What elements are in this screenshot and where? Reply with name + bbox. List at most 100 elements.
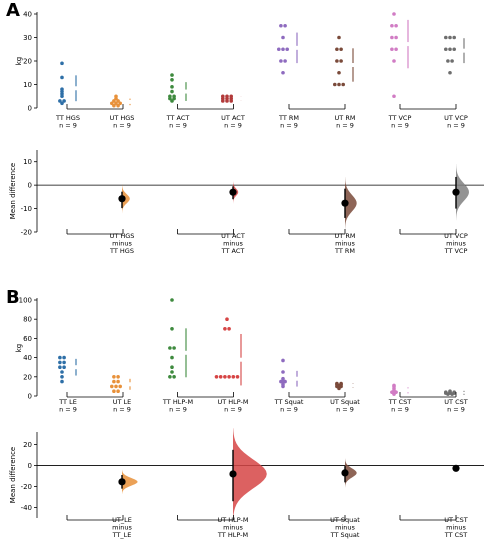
panel-a-swarm-point	[112, 99, 116, 103]
panel-a-swarm-point	[62, 99, 66, 103]
panel-b-swarm-point	[335, 381, 339, 386]
panel-a-swarm-point	[390, 35, 394, 40]
panel-a-swarm-point	[60, 87, 64, 91]
panel-b-contrast-label: minus	[112, 524, 132, 532]
panel-b-group-n: n = 9	[336, 406, 354, 414]
panel-b-mean-difference-point	[452, 464, 460, 472]
panel-b-swarm-point	[281, 370, 285, 374]
panel-a-contrast-label: UT ACT	[221, 232, 245, 240]
panel-b-group-n: n = 9	[113, 406, 131, 414]
panel-a-bootstrap-distribution	[345, 177, 357, 230]
panel-a-swarm-point	[394, 47, 398, 52]
panel-a-swarm-point	[283, 59, 287, 63]
panel-b-y-tick-label: 40	[23, 354, 32, 362]
panel-b-mean-difference-point	[118, 478, 126, 486]
panel-b-mean-difference-point	[341, 469, 349, 477]
panel-b-group-label: UT HLP-M	[217, 398, 248, 406]
panel-a-swarm-point	[337, 70, 341, 75]
panel-b-group-n: n = 9	[447, 406, 465, 414]
panel-label-a: A	[6, 0, 20, 21]
panel-a-swarm-point	[450, 59, 454, 63]
panel-a-contrast-label: TT VCP	[444, 247, 468, 255]
panel-a-contrast-label: minus	[446, 240, 466, 248]
panel-b-mean-difference-point	[229, 470, 237, 478]
panel-b-group-n: n = 9	[280, 406, 298, 414]
panel-a-mean-difference-point	[229, 188, 237, 196]
panel-b-swarm-point	[60, 379, 64, 384]
panel-b-swarm-point	[231, 375, 236, 379]
panel-a-group-label: UT ACT	[221, 114, 245, 122]
panel-a-swarm-point	[339, 59, 343, 63]
panel-b-swarm-point	[170, 365, 174, 370]
panel-a-contrast-label: minus	[223, 240, 243, 248]
panel-b-contrast-label: minus	[446, 524, 466, 532]
panel-a-swarm-point	[333, 82, 337, 87]
panel-b-y-tick-label: 60	[23, 335, 32, 343]
panel-b-group-label: TT CST	[388, 398, 412, 406]
panel-b-swarm-point	[62, 355, 66, 360]
panel-b-swarm-point	[112, 379, 116, 384]
panel-a-contrast-label: UT HGS	[110, 232, 135, 240]
panel-a-group-label: TT VCP	[388, 114, 412, 122]
panel-b-group-label: UT CST	[444, 398, 467, 406]
panel-b-y-axis-label: kg	[15, 344, 23, 353]
panel-a-swarm-point	[285, 47, 290, 52]
panel-b-diff-y-tick-label: 0	[28, 462, 32, 470]
panel-a-swarm-point	[390, 23, 394, 28]
panel-b-swarm-point	[170, 298, 174, 302]
panel-b-swarm-point	[444, 390, 448, 394]
panel-a-diff-y-tick-label: -10	[21, 205, 32, 213]
panel-a-contrast-label: minus	[335, 240, 355, 248]
panel-b-swarm-point	[452, 390, 457, 394]
panel-b-group-n: n = 9	[59, 406, 77, 414]
panel-b-swarm-point	[112, 375, 116, 379]
panel-a-mean-difference-point	[452, 188, 460, 196]
panel-a-group-n: n = 9	[391, 122, 409, 130]
panel-a-swarm-point	[394, 35, 398, 40]
panel-b-group-label: UT Squat	[330, 398, 360, 406]
panel-b-group-label: TT HLP-M	[162, 398, 193, 406]
panel-b-swarm-point	[60, 375, 64, 379]
panel-b-contrast-label: UT_LE	[112, 516, 132, 524]
panel-a-contrast-label: TT HGS	[109, 247, 134, 255]
panel-a-group-label: TT RM	[278, 114, 299, 122]
panel-a-swarm-point	[448, 35, 452, 40]
panel-a-swarm-point	[281, 35, 285, 40]
panel-a-group-label: UT HGS	[110, 114, 135, 122]
panel-b-diff-y-tick-label: 20	[23, 441, 32, 449]
panel-a-swarm-point	[60, 61, 64, 66]
panel-a-swarm-point	[116, 103, 120, 108]
panel-a-swarm-point	[392, 59, 396, 63]
panel-b-contrast-label: TT CST	[444, 531, 468, 539]
panel-b-swarm-point	[62, 365, 66, 370]
panel-a-swarm-point	[170, 85, 174, 89]
panel-a-group-n: n = 9	[447, 122, 465, 130]
panel-a-swarm-point	[337, 82, 341, 87]
panel-a-swarm-point	[170, 78, 174, 82]
panel-a-swarm-point	[394, 23, 398, 28]
panel-a-group-n: n = 9	[224, 122, 242, 130]
panel-a-swarm-point	[335, 47, 339, 52]
panel-a-contrast-label: UT RM	[335, 232, 356, 240]
panel-a-bootstrap-distribution	[456, 164, 469, 221]
panel-a-swarm-point	[229, 94, 233, 99]
panel-a-y-tick-label: 10	[23, 81, 32, 89]
panel-a-swarm-point	[118, 101, 122, 106]
panel-a-mean-difference-point	[118, 195, 126, 203]
panel-a-bootstrap-distribution	[122, 184, 130, 214]
panel-a-group-n: n = 9	[169, 122, 187, 130]
panel-b-swarm-point	[214, 375, 219, 379]
panel-a-swarm-point	[339, 47, 343, 52]
panel-a-swarm-point	[279, 23, 283, 28]
panel-b-group-label: TT LE	[58, 398, 77, 406]
panel-a-y-tick-label: 40	[23, 11, 32, 19]
panel-a-mean-difference-point	[341, 199, 349, 207]
panel-b-swarm-point	[339, 381, 343, 386]
panel-a-swarm-point	[114, 101, 118, 106]
panel-a-group-n: n = 9	[113, 122, 131, 130]
panel-a-swarm-point	[221, 94, 225, 99]
panel-b-swarm-point	[448, 389, 452, 394]
panel-b-swarm-point	[227, 375, 231, 379]
panel-b-y-tick-label: 0	[28, 393, 32, 401]
panel-b-y-tick-label: 20	[23, 373, 32, 381]
